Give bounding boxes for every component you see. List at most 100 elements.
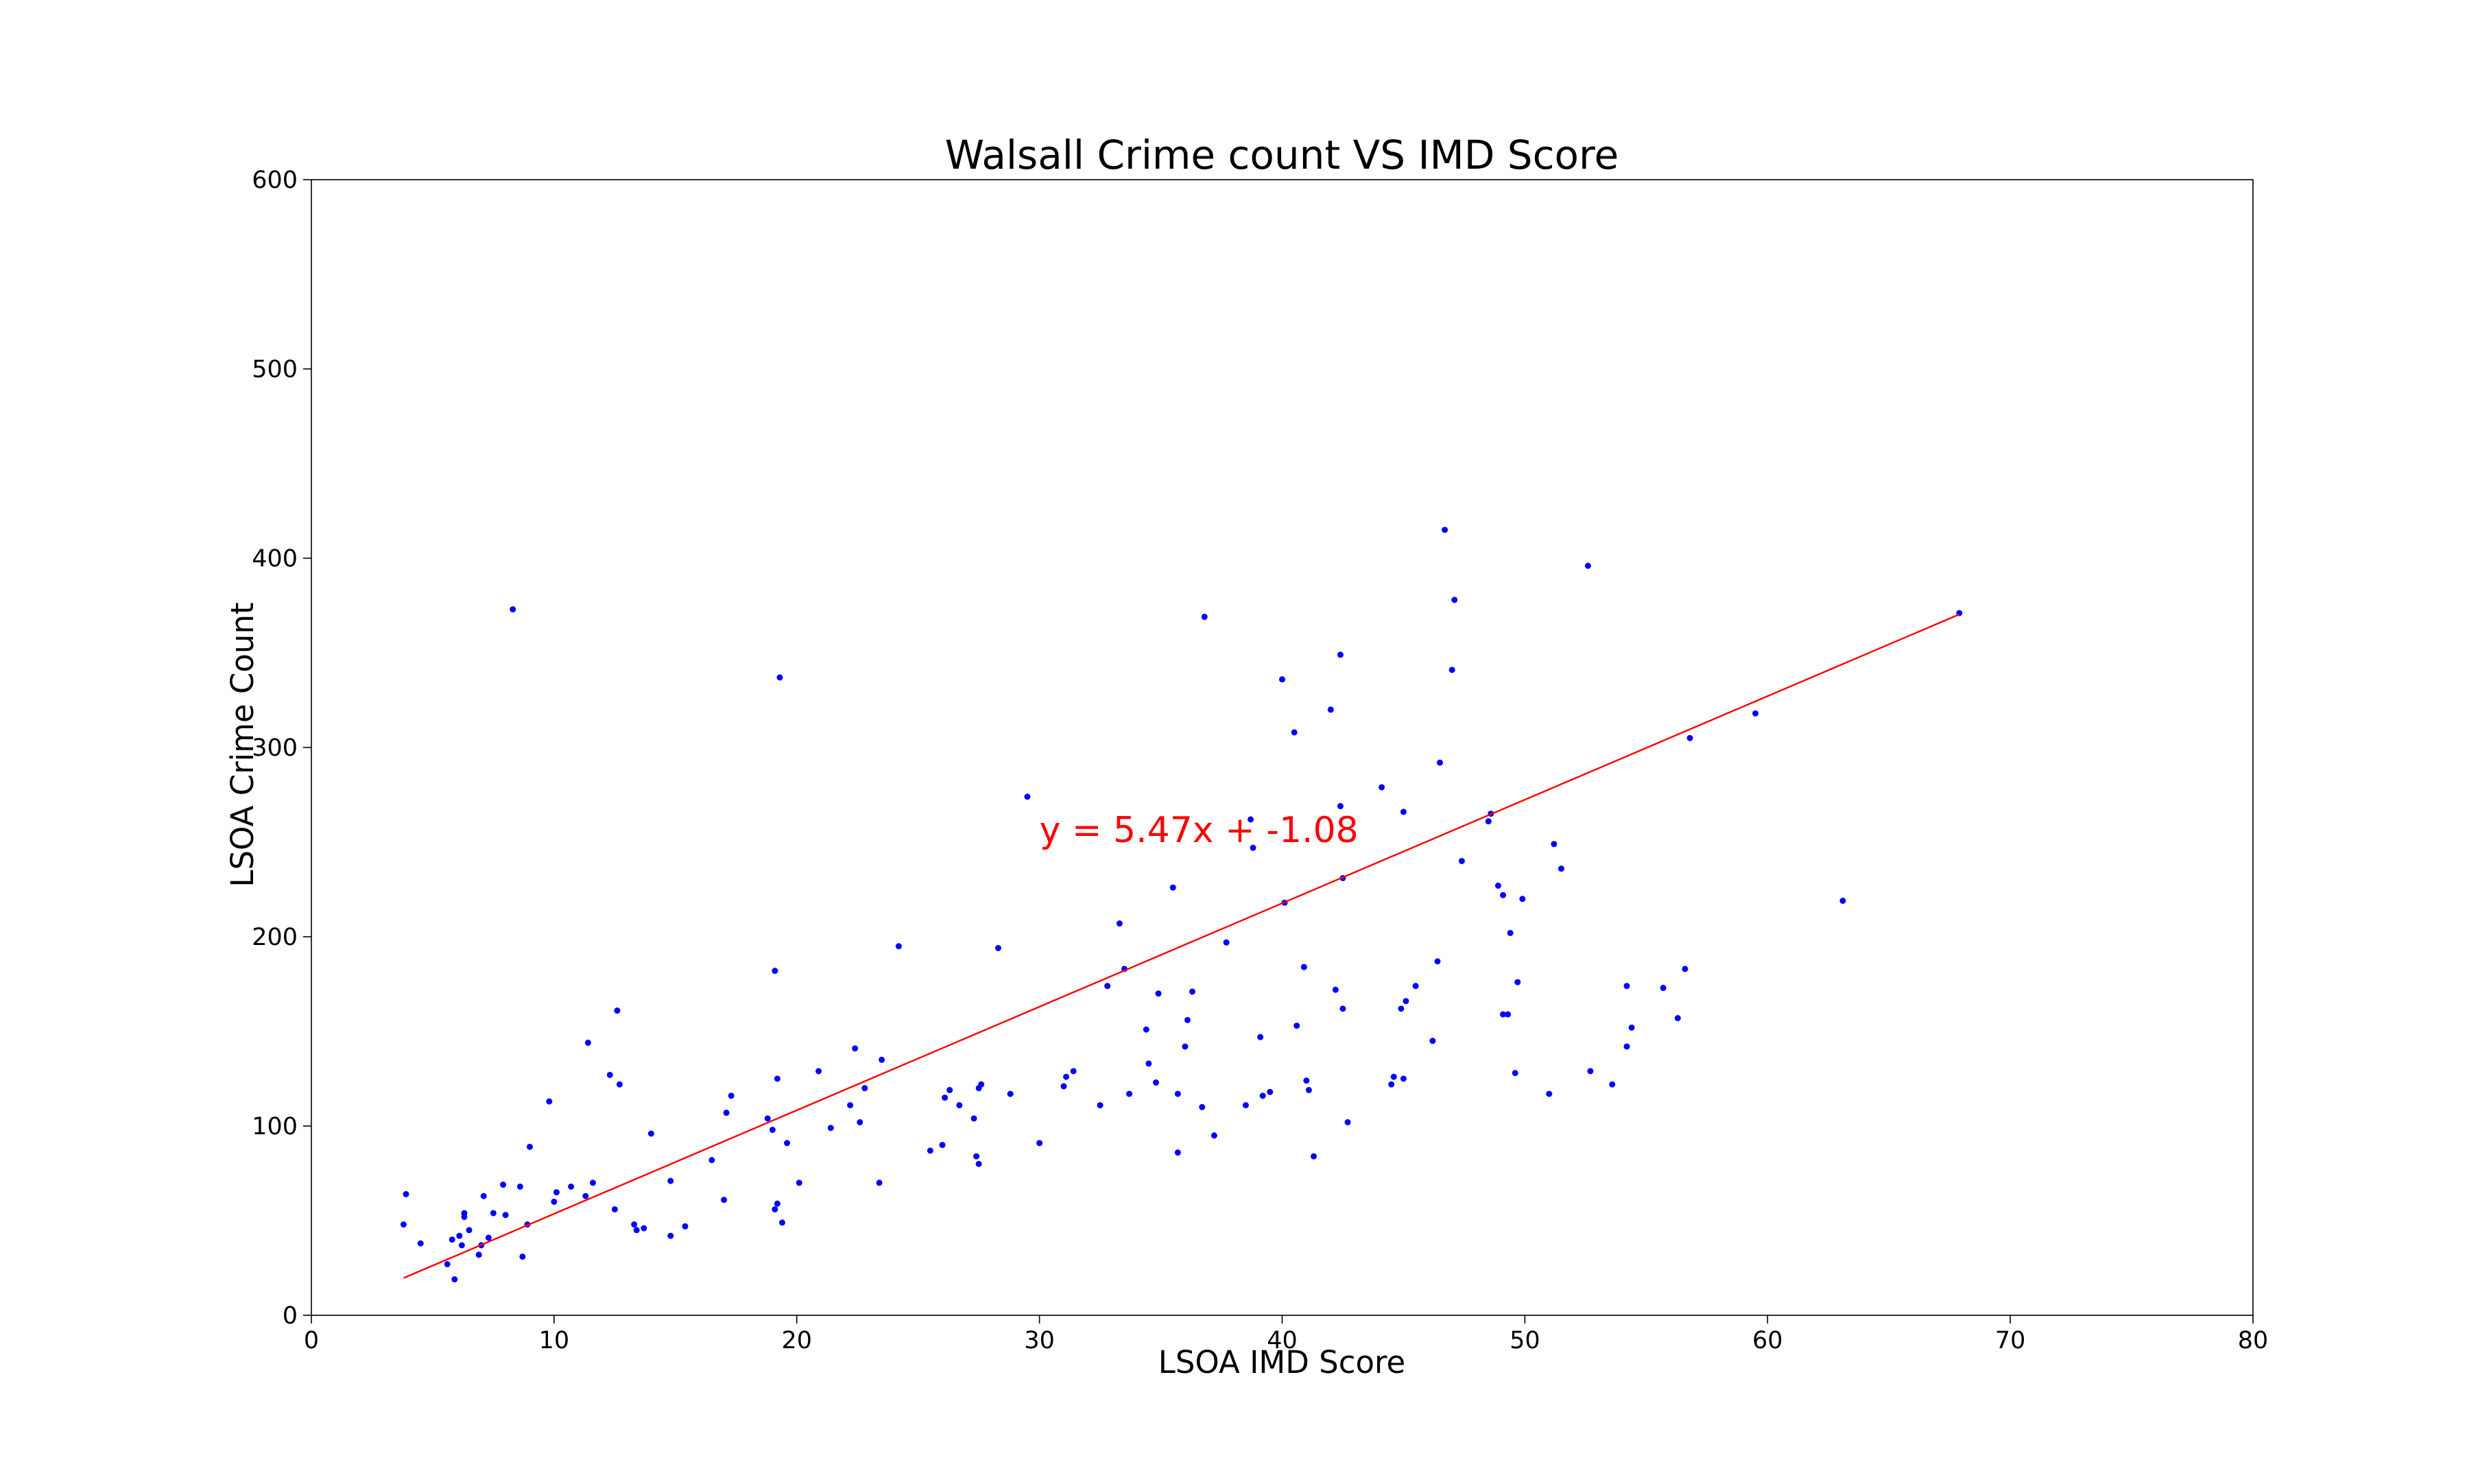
y-tick-label: 0 [283, 1302, 298, 1330]
data-point [815, 1068, 822, 1075]
data-point [1223, 939, 1230, 946]
data-point [1259, 1092, 1266, 1099]
data-point [1437, 759, 1444, 766]
x-tick-label: 60 [1752, 1327, 1783, 1354]
data-point [400, 1221, 407, 1228]
data-point [1507, 929, 1514, 936]
data-point [973, 1153, 980, 1160]
data-point [1303, 1077, 1310, 1084]
y-axis-label: LSOA Crime Count [224, 602, 261, 887]
data-point [1403, 998, 1409, 1005]
data-point [1390, 1073, 1397, 1080]
data-point [1267, 1088, 1274, 1095]
data-point [774, 1075, 780, 1082]
data-point [723, 1110, 730, 1116]
data-point [847, 1102, 854, 1109]
data-point [502, 1212, 509, 1219]
data-point [510, 606, 516, 613]
data-point [1174, 1149, 1181, 1156]
data-point [614, 1007, 621, 1014]
data-point [1412, 983, 1419, 990]
data-point [667, 1177, 674, 1184]
data-point [1546, 1090, 1553, 1097]
y-tick-label: 600 [252, 167, 298, 194]
y-tick-label: 500 [252, 356, 298, 383]
data-point [769, 1127, 776, 1134]
x-tick-label: 0 [304, 1327, 319, 1354]
x-axis-label: LSOA IMD Score [1158, 1344, 1405, 1380]
data-point [1145, 1060, 1152, 1067]
y-tick-label: 400 [252, 545, 298, 573]
data-point [444, 1260, 451, 1267]
data-point [772, 968, 778, 974]
data-point [647, 1130, 654, 1137]
data-point [861, 1085, 868, 1092]
data-point [1143, 1026, 1149, 1033]
data-point [970, 1115, 977, 1122]
data-point [1070, 1068, 1077, 1075]
data-point [1584, 562, 1591, 569]
data-point [1126, 1090, 1133, 1097]
data-point [456, 1232, 463, 1239]
data-point [852, 1045, 859, 1052]
data-point [927, 1147, 933, 1154]
data-point [485, 1234, 492, 1241]
data-point [1152, 1079, 1159, 1086]
data-point [1291, 729, 1298, 736]
data-point [1505, 1011, 1512, 1018]
data-point [978, 1081, 985, 1088]
data-point [568, 1183, 575, 1190]
data-point [1458, 858, 1465, 865]
data-point [526, 1143, 533, 1150]
data-point [1623, 1043, 1630, 1050]
data-point [784, 1140, 791, 1147]
x-tick-label: 20 [781, 1327, 812, 1354]
data-point [1247, 816, 1254, 823]
data-point [879, 1056, 885, 1063]
data-point [1628, 1024, 1635, 1031]
data-point [1514, 979, 1521, 985]
chart-title: Walsall Crime count VS IMD Score [945, 132, 1619, 178]
data-point [451, 1276, 458, 1283]
data-point [764, 1115, 771, 1122]
x-tick-label: 50 [1510, 1327, 1540, 1354]
data-point [461, 1210, 468, 1217]
data-point [721, 1197, 728, 1204]
data-point [633, 1227, 640, 1234]
data-point [1587, 1068, 1594, 1075]
data-point [553, 1189, 560, 1196]
x-tick-label: 30 [1024, 1327, 1055, 1354]
x-tick-label: 40 [1267, 1327, 1298, 1354]
plot-area: 0 10 20 30 40 50 60 70 80 0 100 200 300 400 500 600 y = … [252, 167, 2268, 1354]
regression-equation: y = 5.47x + -1.08 [1040, 810, 1359, 851]
data-point [1327, 706, 1334, 713]
data-point [1242, 1102, 1249, 1109]
y-tick-label: 200 [252, 924, 298, 951]
data-point [589, 1180, 596, 1186]
data-point [1512, 1070, 1518, 1077]
data-point [1311, 1153, 1317, 1160]
data-point [946, 1087, 953, 1094]
data-point [500, 1182, 507, 1188]
data-point [1434, 958, 1441, 965]
data-point [546, 1098, 553, 1105]
data-point [1169, 884, 1176, 891]
data-point [1024, 793, 1031, 800]
data-point [975, 1160, 982, 1167]
data-point [1398, 1005, 1405, 1012]
data-point [519, 1253, 526, 1260]
data-point [490, 1210, 497, 1217]
data-point [939, 1142, 946, 1149]
data-point [1293, 1022, 1300, 1029]
data-point [772, 1206, 778, 1212]
data-point [857, 1118, 863, 1125]
data-point [1116, 920, 1123, 927]
data-point [1155, 990, 1162, 997]
data-point [1182, 1043, 1189, 1050]
data-point [827, 1125, 834, 1132]
data-point [1451, 597, 1458, 603]
data-point [1036, 1140, 1043, 1147]
data-point [475, 1252, 482, 1258]
data-point [1250, 844, 1256, 851]
